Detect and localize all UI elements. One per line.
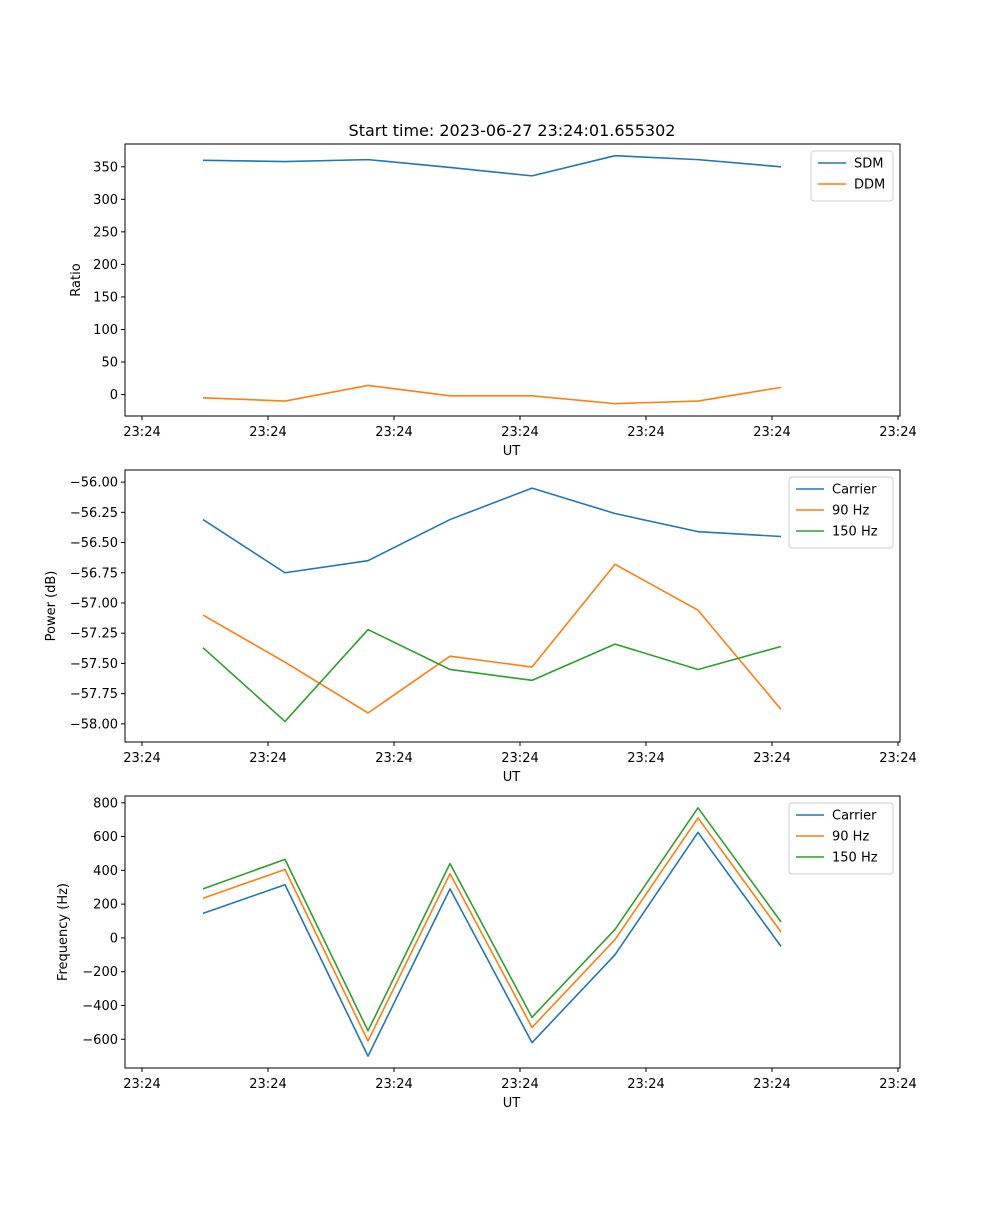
x-tick-label: 23:24 xyxy=(501,751,538,766)
x-axis-label: UT xyxy=(503,444,521,459)
legend-entry: SDM xyxy=(854,157,883,172)
series-line-150-hz xyxy=(202,628,782,723)
series-line-carrier xyxy=(202,487,782,574)
legend-entry: DDM xyxy=(854,178,885,193)
x-tick-label: 23:24 xyxy=(879,425,916,440)
x-tick-label: 23:24 xyxy=(753,751,790,766)
x-tick-label: 23:24 xyxy=(627,751,664,766)
x-axis-label: UT xyxy=(503,1096,521,1111)
y-tick-label: −56.50 xyxy=(70,536,118,551)
y-tick-label: 300 xyxy=(93,193,118,208)
plot-frame xyxy=(124,143,901,417)
y-tick-label: 400 xyxy=(93,864,118,879)
y-tick-label: 50 xyxy=(101,355,118,370)
y-tick-label: 200 xyxy=(93,258,118,273)
chart-panel-2: −58.00 −57.75 −57.50 −57.25 −57.00 −56.75 −56.… xyxy=(44,469,917,785)
chart-panel-3: −600 −400 −200 0 200 400 600 800 23:24 23:24 23:24… xyxy=(56,795,917,1111)
y-tick-label: 800 xyxy=(93,796,118,811)
legend: Carrier 90 Hz 150 Hz xyxy=(788,802,894,875)
series-line-ddm xyxy=(202,384,782,405)
x-tick-label: 23:24 xyxy=(249,425,286,440)
plot-frame xyxy=(124,795,901,1069)
y-tick-label: 150 xyxy=(93,290,118,305)
y-tick-label: −57.75 xyxy=(70,687,118,702)
y-tick-label: −56.75 xyxy=(70,566,118,581)
x-tick-label: 23:24 xyxy=(879,751,916,766)
x-tick-label: 23:24 xyxy=(753,1077,790,1092)
y-tick-label: −600 xyxy=(82,1033,118,1048)
x-tick-label: 23:24 xyxy=(249,751,286,766)
y-tick-label: 600 xyxy=(93,830,118,845)
y-tick-label: 100 xyxy=(93,323,118,338)
legend: Carrier 90 Hz 150 Hz xyxy=(788,476,894,549)
series-line-carrier xyxy=(202,831,782,1057)
y-axis-label: Ratio xyxy=(69,263,84,296)
y-tick-label: −56.00 xyxy=(70,476,118,491)
x-tick-label: 23:24 xyxy=(501,425,538,440)
y-tick-label: 250 xyxy=(93,225,118,240)
y-tick-label: −58.00 xyxy=(70,717,118,732)
x-tick-label: 23:24 xyxy=(249,1077,286,1092)
x-tick-label: 23:24 xyxy=(123,425,160,440)
series-line-sdm xyxy=(202,154,782,177)
x-tick-label: 23:24 xyxy=(375,425,412,440)
legend-entry: Carrier xyxy=(832,809,877,824)
x-tick-label: 23:24 xyxy=(375,751,412,766)
y-tick-label: 350 xyxy=(93,160,118,175)
y-axis-label: Power (dB) xyxy=(44,571,59,642)
legend: SDM DDM xyxy=(810,150,894,202)
y-tick-label: 0 xyxy=(110,388,118,403)
x-tick-label: 23:24 xyxy=(627,425,664,440)
series-line-90-hz xyxy=(202,563,782,714)
chart-title: Start time: 2023-06-27 23:24:01.655302 xyxy=(349,121,676,140)
x-axis-label: UT xyxy=(503,770,521,785)
x-tick-label: 23:24 xyxy=(375,1077,412,1092)
series-line-90-hz xyxy=(202,817,782,1042)
x-tick-label: 23:24 xyxy=(753,425,790,440)
y-tick-label: −56.25 xyxy=(70,506,118,521)
legend-entry: 150 Hz xyxy=(832,525,878,540)
chart-panel-1: 0 50 100 150 200 250 300 350 23:24 23:24 23:24 23:2… xyxy=(69,143,917,459)
y-tick-label: −400 xyxy=(82,999,118,1014)
series-line-150-hz xyxy=(202,807,782,1032)
y-tick-label: −57.25 xyxy=(70,627,118,642)
x-tick-label: 23:24 xyxy=(123,751,160,766)
y-axis-label: Frequency (Hz) xyxy=(56,883,71,981)
legend-entry: 90 Hz xyxy=(832,504,869,519)
legend-entry: 90 Hz xyxy=(832,830,869,845)
x-tick-label: 23:24 xyxy=(627,1077,664,1092)
legend-entry: Carrier xyxy=(832,483,877,498)
y-tick-label: −57.00 xyxy=(70,596,118,611)
legend-entry: 150 Hz xyxy=(832,851,878,866)
plot-frame xyxy=(124,469,901,743)
y-tick-label: −57.50 xyxy=(70,657,118,672)
y-tick-label: 200 xyxy=(93,898,118,913)
y-tick-label: −200 xyxy=(82,965,118,980)
y-tick-label: 0 xyxy=(110,931,118,946)
x-tick-label: 23:24 xyxy=(879,1077,916,1092)
x-tick-label: 23:24 xyxy=(501,1077,538,1092)
x-tick-label: 23:24 xyxy=(123,1077,160,1092)
